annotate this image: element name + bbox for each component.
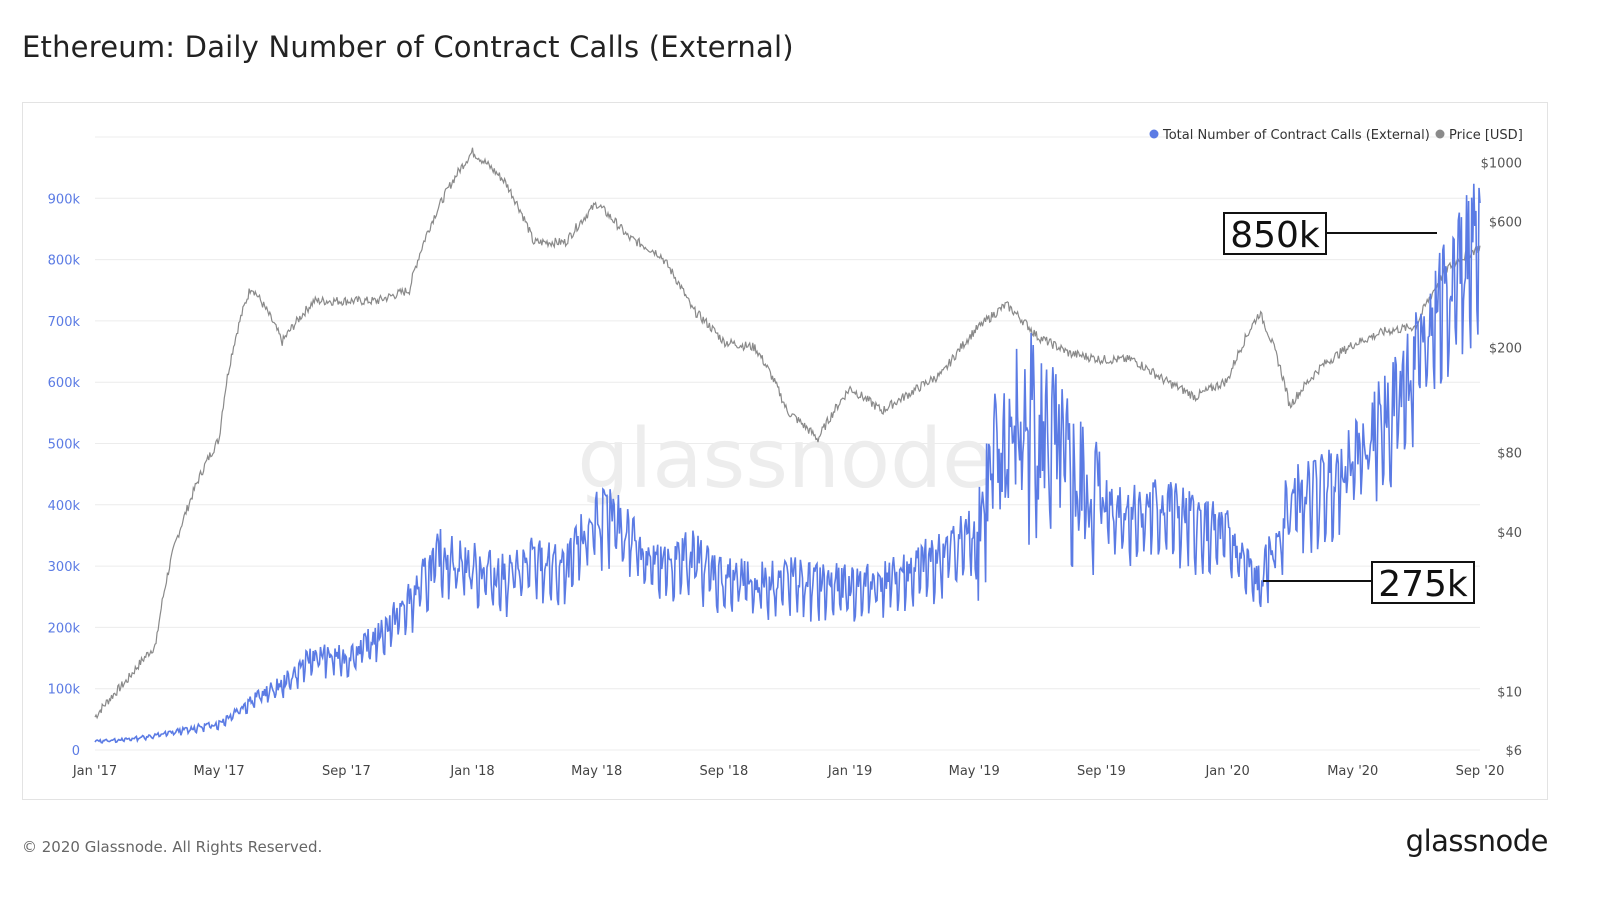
x-axis-ticks: Jan '17 May '17 Sep '17 Jan '18 May '18 Sep '… — [72, 764, 1505, 779]
legend: Total Number of Contract Calls (External… — [1149, 128, 1523, 143]
left-tick-label: 300k — [48, 560, 81, 575]
x-tick-label: Sep '17 — [322, 764, 371, 779]
x-tick-label: Sep '19 — [1077, 764, 1126, 779]
right-tick-label: $1000 — [1481, 157, 1522, 172]
left-tick-label: 700k — [48, 315, 81, 330]
copyright: © 2020 Glassnode. All Rights Reserved. — [22, 838, 323, 856]
left-tick-label: 400k — [48, 499, 81, 514]
contract-calls-line — [94, 183, 1481, 744]
legend-price-label: Price [USD] — [1449, 128, 1523, 143]
right-tick-label: $10 — [1497, 685, 1522, 700]
annotations: 850k 275k — [1223, 212, 1475, 605]
left-axis-ticks: 0 100k 200k 300k 400k 500k 600k 700k 800k 900k — [48, 192, 81, 759]
left-tick-label: 0 — [72, 744, 80, 759]
x-tick-label: Jan '17 — [72, 764, 117, 779]
right-tick-label: $200 — [1489, 341, 1522, 356]
grid-lines — [95, 136, 1480, 751]
page-title: Ethereum: Daily Number of Contract Calls… — [22, 30, 794, 64]
right-tick-label: $40 — [1497, 526, 1522, 541]
left-tick-label: 100k — [48, 683, 81, 698]
brand-logo: glassnode — [1405, 824, 1549, 858]
series-lines — [94, 147, 1481, 744]
x-tick-label: Sep '18 — [700, 764, 749, 779]
annotation-label-850k: 850k — [1230, 215, 1320, 256]
price-line — [94, 147, 1481, 720]
annotation-box-275k — [1371, 561, 1475, 604]
x-tick-label: Jan '18 — [449, 764, 494, 779]
legend-price-dot — [1435, 129, 1445, 139]
left-tick-label: 200k — [48, 621, 81, 636]
x-tick-label: May '18 — [571, 764, 622, 779]
annotation-box-850k — [1223, 212, 1327, 255]
left-tick-label: 800k — [48, 254, 81, 269]
legend-calls-dot — [1149, 129, 1159, 139]
x-tick-label: Sep '20 — [1456, 764, 1505, 779]
x-tick-label: May '19 — [949, 764, 1000, 779]
x-tick-label: May '17 — [194, 764, 245, 779]
chart-panel — [22, 102, 1548, 800]
right-axis-ticks: $6 $10 $40 $80 $200 $600 $1000 — [1481, 157, 1522, 759]
left-tick-label: 900k — [48, 192, 81, 207]
left-tick-label: 500k — [48, 438, 81, 453]
x-tick-label: Jan '19 — [827, 764, 872, 779]
x-tick-label: May '20 — [1327, 764, 1378, 779]
right-tick-label: $80 — [1497, 447, 1522, 462]
watermark: glassnode — [577, 412, 992, 507]
right-tick-label: $600 — [1489, 215, 1522, 230]
legend-calls-label: Total Number of Contract Calls (External… — [1162, 128, 1430, 143]
right-tick-label: $6 — [1505, 744, 1522, 759]
left-tick-label: 600k — [48, 376, 81, 391]
x-tick-label: Jan '20 — [1204, 764, 1249, 779]
annotation-label-275k: 275k — [1378, 564, 1468, 605]
